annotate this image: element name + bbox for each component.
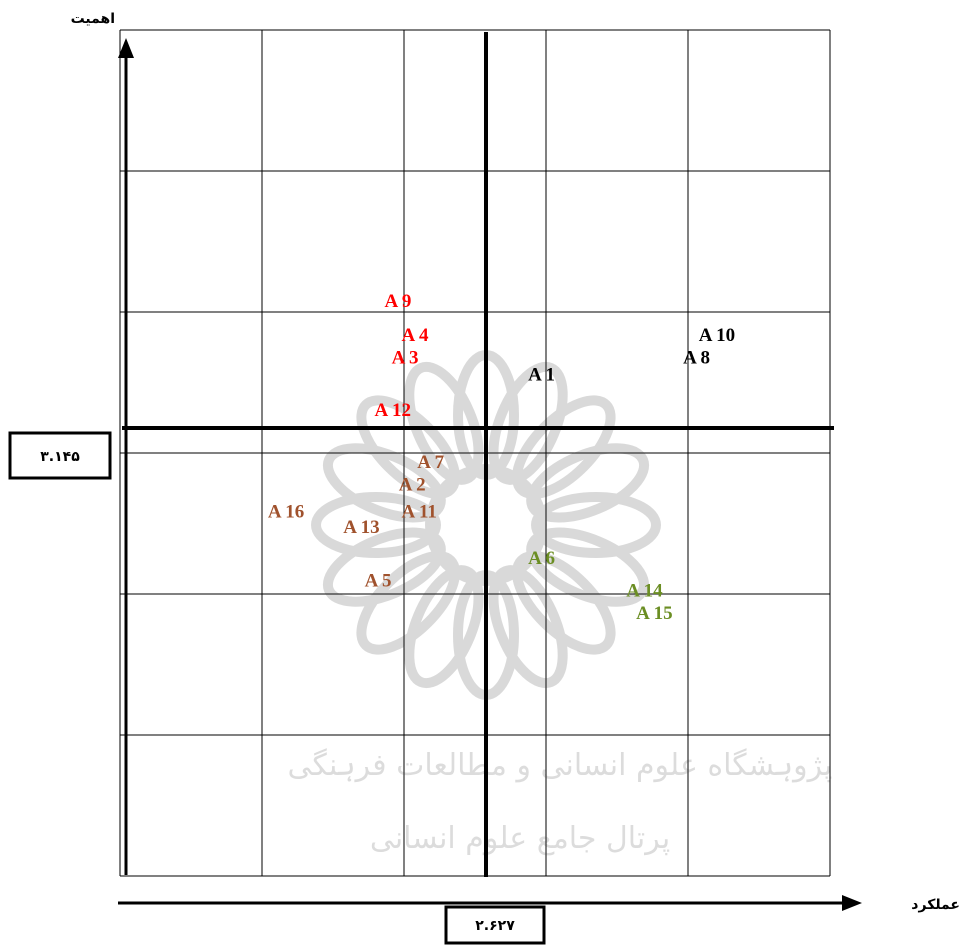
y-axis-arrow-icon [118,38,134,58]
x-threshold-value: ۲.۶۲۷ [475,918,515,934]
point-label: A 2 [399,475,426,496]
x-axis-arrow-icon [842,895,862,911]
point-label: A 7 [417,452,444,473]
point-label: A 9 [384,291,411,312]
point-label: A 13 [343,517,379,538]
point-label: A 4 [402,325,429,346]
watermark-rosette-icon [311,350,661,700]
watermark-line2: پرتال جامع علوم انسانی [370,821,670,856]
grid [119,29,831,877]
point-label: A 12 [375,400,411,421]
y-axis-title: اهمیت [71,11,115,27]
watermark-line1: پژوہشگاه علوم انسانی و مطالعات فرہنگی [287,748,832,783]
y-threshold-box [8,431,112,480]
data-points: A 9 A 4A 3 A 12 A 1 A 10A 8 A 7A 2 A 11 A 16 A 1… [268,291,735,624]
point-label: A 15 [636,603,672,624]
point-label: A 10 [699,325,735,346]
point-label: A 5 [365,571,392,592]
point-label: A 14 [626,581,663,602]
point-label: A 8 [683,347,710,368]
x-axis-title: عملکرد [911,897,960,913]
point-label: A 3 [392,347,419,368]
point-label: A 1 [528,364,555,385]
watermark: پژوہشگاه علوم انسانی و مطالعات فرہنگی پر… [287,350,833,856]
point-label: A 6 [528,548,555,569]
x-threshold-box [444,905,546,945]
point-label: A 11 [402,502,437,523]
y-threshold-value: ۳.۱۴۵ [40,449,80,465]
point-label: A 16 [268,502,304,523]
